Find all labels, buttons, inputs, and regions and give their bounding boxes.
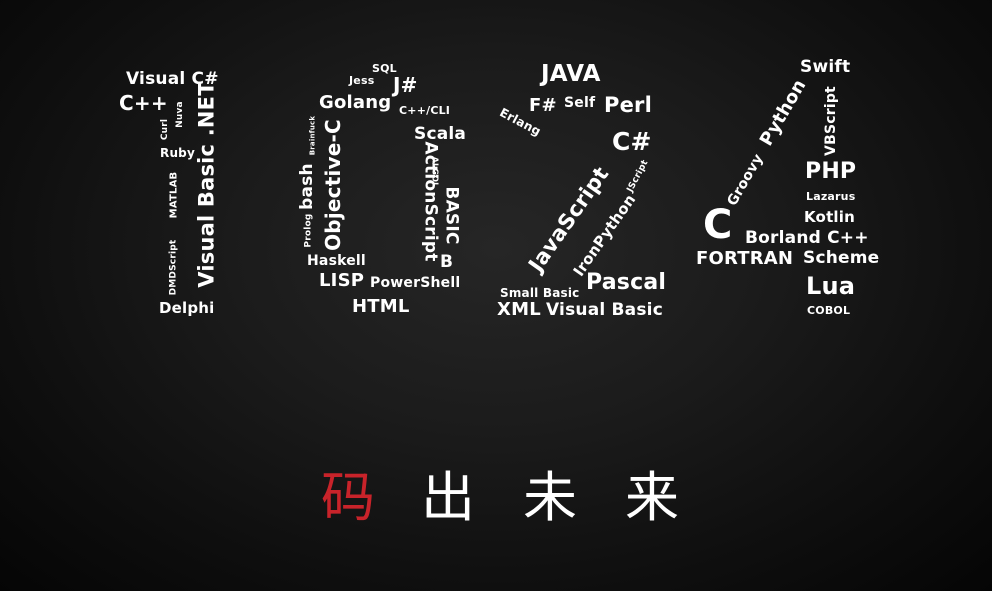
word-matlab: MATLAB xyxy=(168,171,180,219)
word-scala: Scala xyxy=(414,124,467,144)
word-jscript: JScript xyxy=(625,158,651,194)
word-b: B xyxy=(440,252,454,272)
word-powershell: PowerShell xyxy=(370,275,461,291)
word-pascal: Pascal xyxy=(586,270,667,295)
word-ruby: Ruby xyxy=(160,146,195,160)
word-visual-basic-net: Visual Basic .NET xyxy=(194,81,219,288)
word-swift: Swift xyxy=(800,57,851,77)
word-brainfuck: Brainfuck xyxy=(308,115,317,156)
word-bash: bash xyxy=(296,163,317,210)
word-cpp: C++ xyxy=(119,91,168,115)
word-javascript: JavaScript xyxy=(523,162,614,277)
word-csharp: C# xyxy=(612,127,652,156)
word-cobol: COBOL xyxy=(807,304,851,317)
word-sql: SQL xyxy=(372,62,397,75)
tagline: 码 出 未 来 xyxy=(0,466,992,536)
word-lisp: LISP xyxy=(319,270,365,291)
word-fsharp: F# xyxy=(529,95,557,116)
word-visual-basic: Visual Basic xyxy=(546,300,663,320)
word-prolog: Prolog xyxy=(303,213,314,248)
word-php: PHP xyxy=(805,159,857,184)
tagline-char-chu: 出 xyxy=(421,466,475,529)
tagline-char-wei: 未 xyxy=(523,466,577,529)
word-actionscript: ActionScript xyxy=(420,141,441,262)
word-golang: Golang xyxy=(319,92,392,113)
word-basic: BASIC xyxy=(441,186,462,245)
word-dmdscript: DMDScript xyxy=(168,239,179,296)
word-small-basic: Small Basic xyxy=(500,286,580,300)
word-jsharp: J# xyxy=(393,73,418,97)
word-visual-csharp: Visual C# xyxy=(126,69,219,89)
word-borland-cpp: Borland C++ xyxy=(745,228,869,248)
word-scheme: Scheme xyxy=(803,248,880,268)
word-python: Python xyxy=(755,75,811,150)
word-nuva: Nuva xyxy=(174,101,185,128)
word-groovy: Groovy xyxy=(724,151,767,209)
word-vbscript: VBScript xyxy=(822,86,839,156)
word-cpp-cli: C++/CLI xyxy=(399,104,451,117)
word-curl: Curl xyxy=(160,118,171,141)
word-xml: XML xyxy=(497,299,541,320)
tagline-char-lai: 来 xyxy=(625,466,679,529)
word-kotlin: Kotlin xyxy=(804,208,855,226)
word-haskell: Haskell xyxy=(307,253,366,269)
word-delphi: Delphi xyxy=(159,299,215,317)
word-html: HTML xyxy=(352,296,410,317)
word-objective-c: Objective-C xyxy=(320,119,345,251)
word-jess: Jess xyxy=(349,74,375,87)
word-lua: Lua xyxy=(806,272,856,300)
word-lazarus: Lazarus xyxy=(806,190,856,203)
word-java: JAVA xyxy=(541,61,601,87)
word-self: Self xyxy=(564,95,596,111)
word-perl: Perl xyxy=(604,93,652,117)
tagline-char-ma: 码 xyxy=(321,466,375,529)
word-fortran: FORTRAN xyxy=(696,248,794,269)
word-c: C xyxy=(703,202,733,248)
